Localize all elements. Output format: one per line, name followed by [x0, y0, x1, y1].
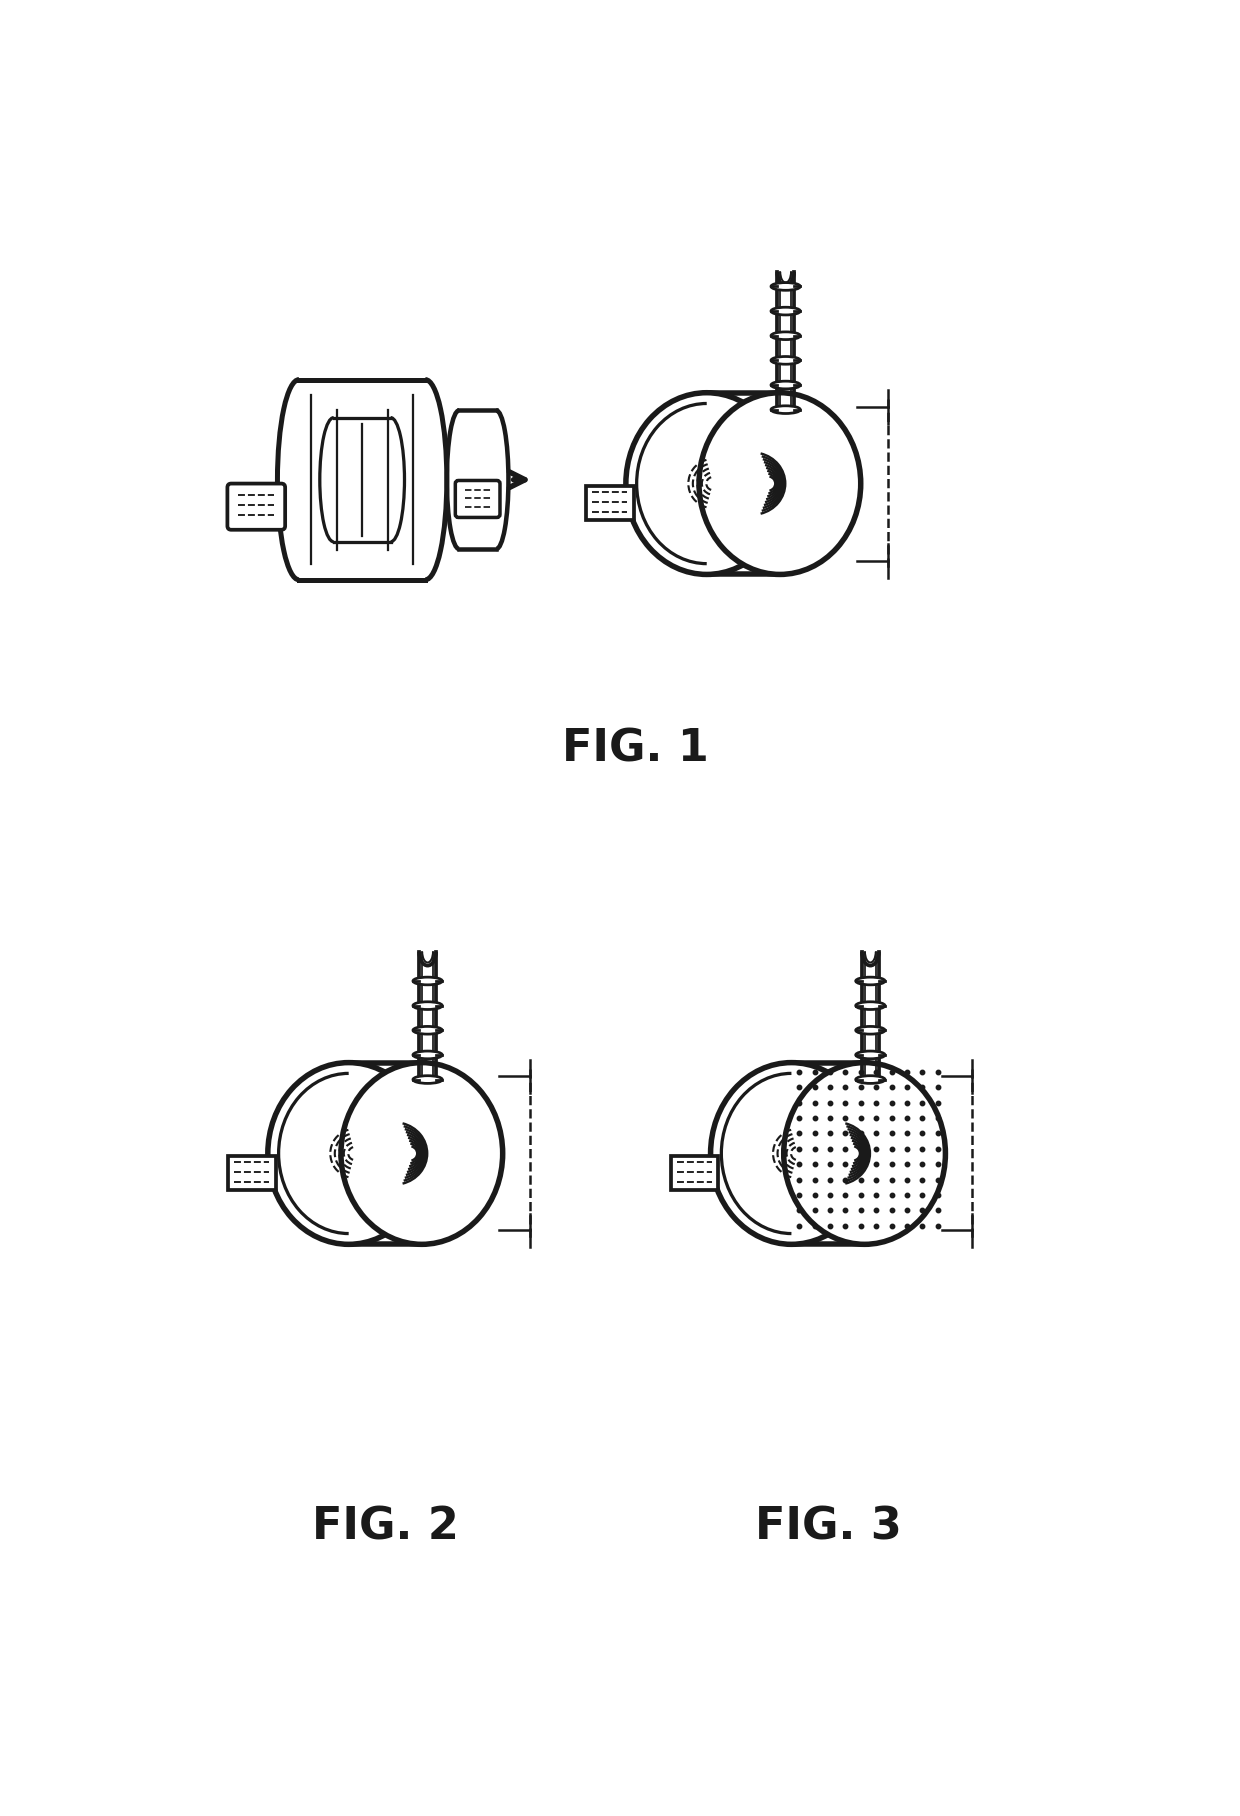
Ellipse shape	[784, 1062, 945, 1244]
Ellipse shape	[771, 381, 800, 389]
Ellipse shape	[771, 356, 800, 365]
Ellipse shape	[771, 283, 800, 291]
Ellipse shape	[699, 392, 861, 574]
Ellipse shape	[771, 307, 800, 314]
Text: FIG. 2: FIG. 2	[311, 1505, 459, 1549]
Ellipse shape	[413, 1026, 443, 1033]
Ellipse shape	[341, 1062, 502, 1244]
Ellipse shape	[626, 392, 787, 574]
Bar	[585, 487, 634, 519]
Text: FIG. 1: FIG. 1	[562, 728, 709, 770]
Ellipse shape	[413, 977, 443, 984]
Ellipse shape	[856, 977, 885, 984]
FancyBboxPatch shape	[227, 483, 285, 530]
Ellipse shape	[856, 1075, 885, 1084]
Ellipse shape	[856, 1026, 885, 1033]
Ellipse shape	[413, 1002, 443, 1010]
Ellipse shape	[771, 332, 800, 340]
Text: FIG. 3: FIG. 3	[755, 1505, 901, 1549]
Ellipse shape	[711, 1062, 872, 1244]
Ellipse shape	[771, 405, 800, 414]
FancyBboxPatch shape	[455, 481, 500, 518]
Ellipse shape	[856, 1002, 885, 1010]
Bar	[671, 1155, 718, 1189]
Ellipse shape	[413, 1075, 443, 1084]
Ellipse shape	[856, 1051, 885, 1059]
Ellipse shape	[413, 1051, 443, 1059]
Bar	[228, 1155, 275, 1189]
Ellipse shape	[268, 1062, 429, 1244]
